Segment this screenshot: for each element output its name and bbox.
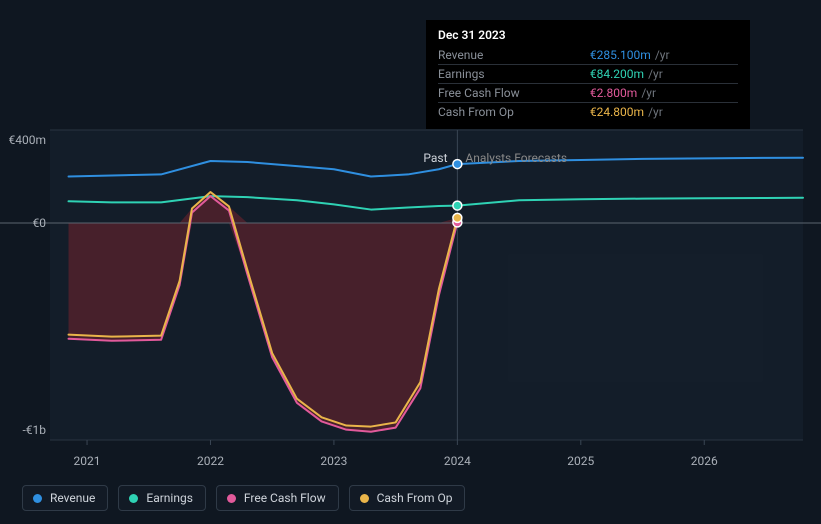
legend-item-cfo[interactable]: Cash From Op <box>349 485 466 511</box>
chart-stage: €400m €0 -€1b 2021 2022 2023 2024 2025 2026 Pas… <box>0 0 821 524</box>
tooltip-row: Revenue€285.100m/yr <box>438 46 738 65</box>
x-tick-label: 2026 <box>691 454 718 468</box>
tooltip-row-unit: /yr <box>644 67 663 81</box>
tooltip-row-value: €285.100m <box>590 48 651 62</box>
tooltip-row: Cash From Op€24.800m/yr <box>438 103 738 122</box>
y-tick-label: €0 <box>33 216 47 230</box>
x-tick-label: 2023 <box>320 454 347 468</box>
tooltip-row-label: Free Cash Flow <box>438 84 590 103</box>
data-tooltip: Dec 31 2023 Revenue€285.100m/yrEarnings€… <box>426 20 750 129</box>
tooltip-row-value: €2.800m <box>590 86 637 100</box>
tooltip-row-label: Cash From Op <box>438 103 590 122</box>
tooltip-row: Free Cash Flow€2.800m/yr <box>438 84 738 103</box>
forecast-label: Analysts Forecasts <box>465 151 567 165</box>
marker-revenue <box>453 160 462 169</box>
legend-item-fcf[interactable]: Free Cash Flow <box>216 485 339 511</box>
marker-cfo <box>453 213 462 222</box>
tooltip-row-unit: /yr <box>637 86 656 100</box>
x-tick-label: 2021 <box>74 454 101 468</box>
past-label: Past <box>423 151 447 165</box>
x-tick-label: 2024 <box>444 454 471 468</box>
x-tick-label: 2022 <box>197 454 224 468</box>
legend-label: Cash From Op <box>377 491 453 505</box>
x-tick-label: 2025 <box>567 454 594 468</box>
tooltip-row-label: Revenue <box>438 46 590 65</box>
tooltip-row-label: Earnings <box>438 65 590 84</box>
tooltip-title: Dec 31 2023 <box>438 28 738 42</box>
y-tick-label: €400m <box>9 133 47 147</box>
legend-dot-icon <box>360 494 369 503</box>
marker-earnings <box>453 201 462 210</box>
legend-label: Earnings <box>146 491 193 505</box>
legend-item-earnings[interactable]: Earnings <box>118 485 206 511</box>
tooltip-table: Revenue€285.100m/yrEarnings€84.200m/yrFr… <box>438 46 738 121</box>
legend-dot-icon <box>227 494 236 503</box>
legend: Revenue Earnings Free Cash Flow Cash From O… <box>22 485 465 511</box>
legend-item-revenue[interactable]: Revenue <box>22 485 108 511</box>
tooltip-row-value: €84.200m <box>590 67 644 81</box>
forecast-band <box>457 130 803 440</box>
tooltip-row-unit: /yr <box>644 105 663 119</box>
y-tick-label: -€1b <box>22 423 46 437</box>
tooltip-row: Earnings€84.200m/yr <box>438 65 738 84</box>
tooltip-row-unit: /yr <box>651 48 670 62</box>
legend-dot-icon <box>129 494 138 503</box>
legend-label: Revenue <box>50 491 95 505</box>
legend-dot-icon <box>33 494 42 503</box>
legend-label: Free Cash Flow <box>244 491 326 505</box>
tooltip-row-value: €24.800m <box>590 105 644 119</box>
